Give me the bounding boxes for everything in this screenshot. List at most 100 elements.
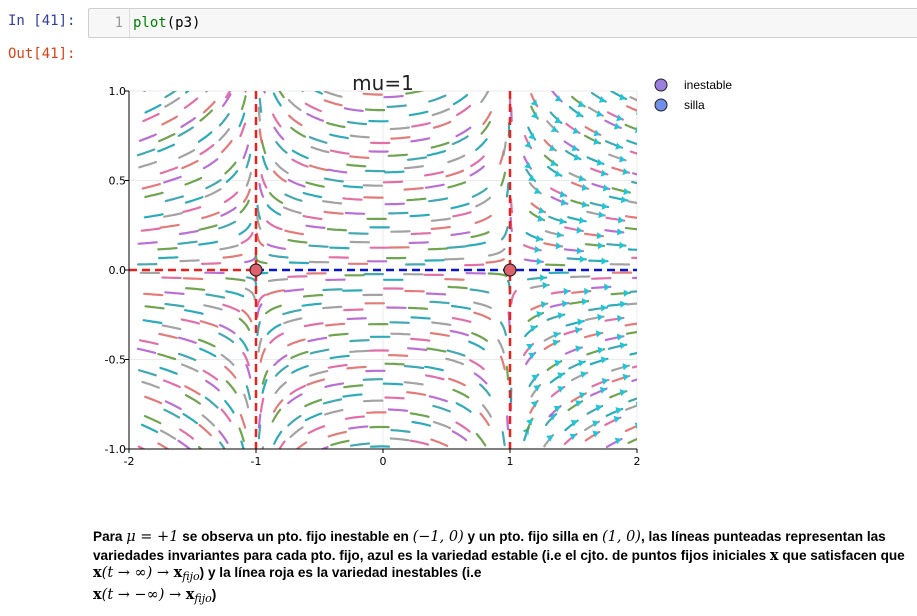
streamline <box>137 445 146 449</box>
streamline <box>143 292 164 297</box>
streamline <box>627 248 637 251</box>
streamline <box>469 288 490 294</box>
streamline <box>448 377 466 387</box>
streamline <box>282 308 302 316</box>
streamline <box>323 210 344 215</box>
stream-arrow <box>536 311 543 318</box>
stream-arrow <box>597 242 605 250</box>
streamline <box>239 414 247 429</box>
math-mu: μ = +1 <box>126 529 179 545</box>
streamlines <box>136 91 649 449</box>
streamline <box>142 112 160 123</box>
streamline <box>631 378 637 382</box>
streamline <box>182 413 198 425</box>
streamline <box>258 182 265 198</box>
streamline <box>323 99 343 107</box>
streamline <box>287 99 302 112</box>
stream-arrow <box>581 183 589 191</box>
streamline <box>220 353 235 366</box>
streamline <box>545 263 566 267</box>
streamline <box>447 154 466 164</box>
stream-arrow <box>554 170 562 177</box>
streamline <box>432 120 452 129</box>
streamline <box>266 220 283 231</box>
stream-arrow <box>643 287 649 294</box>
streamline <box>137 241 158 245</box>
streamline <box>349 339 370 343</box>
code-line[interactable]: plot(p3) <box>133 9 200 37</box>
streamline <box>266 323 282 335</box>
streamline <box>144 395 163 405</box>
streamline <box>223 191 239 203</box>
streamline <box>342 393 363 398</box>
streamline <box>327 430 347 438</box>
streamline <box>446 245 467 249</box>
streamline <box>382 382 404 386</box>
streamline <box>451 317 472 323</box>
streamline <box>201 211 220 220</box>
streamline <box>245 153 252 169</box>
math-expr: (t → ∞) → <box>101 565 174 581</box>
streamline <box>287 393 303 405</box>
stream-arrow <box>623 188 630 196</box>
streamline <box>257 413 262 429</box>
streamline <box>430 217 451 222</box>
streamline <box>144 305 165 310</box>
streamline <box>342 184 364 189</box>
stream-arrow <box>531 374 539 381</box>
streamline <box>451 135 469 146</box>
fixed-point-silla <box>503 263 517 277</box>
streamline <box>410 316 431 320</box>
stream-arrow <box>557 312 565 320</box>
streamline <box>273 430 283 445</box>
streamline <box>480 121 491 135</box>
streamline <box>283 317 303 325</box>
stream-arrow <box>537 215 545 222</box>
streamline <box>430 438 449 447</box>
streamline <box>291 149 309 160</box>
stream-arrow <box>557 386 565 393</box>
stream-arrow <box>550 125 558 132</box>
streamline <box>346 317 367 321</box>
streamline <box>510 289 517 305</box>
streamline <box>344 415 365 420</box>
streamline <box>240 440 245 449</box>
input-prompt: In [41]: <box>8 13 76 29</box>
stream-arrow <box>614 437 622 445</box>
streamline <box>180 117 196 128</box>
stream-arrow <box>570 419 578 427</box>
code-cell-editor[interactable]: 1 plot(p3) <box>88 8 917 38</box>
stream-arrow <box>563 287 570 296</box>
streamline <box>428 197 449 203</box>
streamline <box>183 97 199 109</box>
streamline <box>284 193 303 202</box>
streamline <box>272 92 282 107</box>
streamline <box>283 206 302 215</box>
streamline <box>304 398 323 408</box>
streamline <box>481 404 492 418</box>
streamline <box>278 440 286 449</box>
streamline <box>389 437 410 442</box>
streamline <box>424 170 444 177</box>
streamline <box>158 332 178 340</box>
streamline <box>389 126 410 131</box>
streamline <box>505 365 510 381</box>
streamline <box>163 408 181 419</box>
stream-arrow <box>584 287 591 295</box>
streamline <box>198 240 219 246</box>
streamline <box>272 113 282 128</box>
streamline <box>290 350 309 359</box>
streamline <box>499 355 506 371</box>
stream-arrow <box>529 325 537 332</box>
streamline <box>409 213 430 218</box>
streamline <box>198 224 218 231</box>
streamline <box>480 91 490 104</box>
stream-arrow <box>598 211 605 219</box>
stream-arrow <box>619 155 626 163</box>
streamline <box>301 302 322 307</box>
stream-arrow <box>560 198 568 206</box>
streamline <box>183 309 204 315</box>
streamline <box>347 120 368 126</box>
streamline <box>473 372 488 385</box>
streamline <box>452 388 470 399</box>
